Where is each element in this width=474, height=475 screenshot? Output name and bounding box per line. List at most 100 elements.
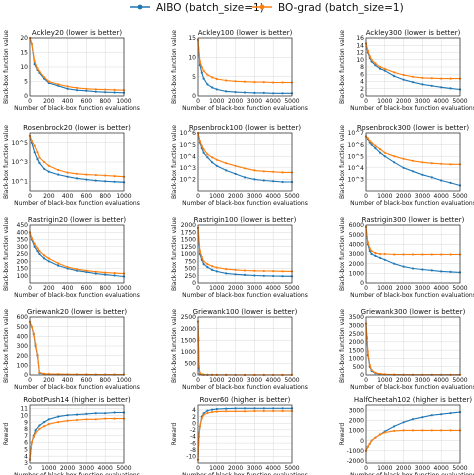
data-point [272, 170, 275, 173]
data-point [113, 175, 116, 178]
x-tick-label: 4000 [434, 98, 449, 105]
x-tick-label: 3000 [415, 98, 430, 105]
data-point [36, 67, 39, 70]
y-tick-label: 300 [17, 343, 29, 350]
data-point [66, 175, 69, 178]
y-tick-label: -2 [190, 427, 196, 434]
y-tick-label: 5000 [349, 232, 364, 239]
data-point [281, 81, 284, 84]
data-point [30, 42, 33, 45]
data-point [47, 80, 50, 83]
data-point [253, 274, 256, 277]
y-tick-label: 8 [360, 64, 364, 71]
data-point [211, 410, 214, 414]
data-point [253, 91, 256, 94]
data-point [440, 86, 443, 89]
axes-frame [197, 224, 293, 284]
data-point [211, 268, 214, 271]
x-tick-label: 3000 [247, 465, 262, 472]
y-tick-label: 10 [20, 64, 28, 71]
data-point [66, 85, 69, 88]
series-line-bograd [365, 43, 460, 80]
data-point [113, 274, 116, 277]
y-tick-label: 2000 [349, 417, 364, 424]
data-point [113, 88, 116, 91]
data-point [104, 88, 107, 91]
x-axis-label: Number of black-box function evaluations [14, 292, 140, 299]
data-point [379, 256, 382, 259]
x-tick-label: 400 [62, 98, 74, 105]
x-tick-label: 4000 [266, 193, 281, 200]
y-tick-label: 14 [356, 42, 364, 49]
data-point [75, 418, 79, 422]
data-point [440, 413, 443, 416]
data-point [421, 173, 424, 176]
x-axis-label: Number of black-box function evaluations [350, 472, 474, 475]
x-tick-label: 1000 [116, 98, 131, 105]
data-point [30, 139, 33, 143]
y-axis-label: Black-box function value [339, 309, 346, 383]
data-point [449, 253, 452, 256]
data-point [421, 429, 424, 432]
data-point [113, 91, 116, 94]
data-point [33, 60, 36, 63]
x-tick-label: 5000 [284, 465, 299, 472]
data-point [370, 141, 373, 144]
data-point [32, 436, 35, 439]
data-point [421, 76, 424, 79]
data-point [38, 161, 41, 164]
x-tick-label: 5000 [284, 377, 299, 384]
data-point [253, 81, 256, 84]
x-tick-label: 0 [364, 377, 368, 384]
data-point [104, 273, 107, 276]
y-tick-label: 1500 [349, 347, 364, 354]
data-point [215, 407, 218, 411]
y-tick-label: -10 [186, 454, 196, 461]
y-tick-label: 5 [192, 74, 196, 81]
data-point [66, 171, 69, 174]
data-point [38, 427, 41, 430]
data-point [243, 91, 247, 94]
data-point [421, 416, 424, 419]
y-tick-label: 0 [192, 93, 196, 100]
y-tick-label: 400 [17, 334, 29, 341]
subplot-title: Rosenbrock300 (lower is better) [357, 124, 469, 132]
x-tick-label: 800 [99, 193, 111, 200]
x-tick-label: 400 [62, 193, 74, 200]
data-point [440, 253, 443, 256]
x-tick-label: 5000 [116, 465, 131, 472]
data-point [33, 144, 36, 147]
y-tick-label: 5 [24, 79, 28, 86]
x-tick-label: 1000 [209, 193, 224, 200]
x-axis-label: Number of black-box function evaluations [182, 384, 308, 391]
subplot-14: Rover60 (higher is better)-10-8-6-4-2024… [171, 396, 308, 475]
axes-frame [29, 404, 125, 464]
data-point [198, 60, 201, 63]
y-tick-label: 0 [360, 438, 364, 445]
data-point [272, 407, 275, 410]
data-point [200, 144, 203, 147]
x-axis-label: Number of black-box function evaluations [182, 200, 308, 207]
data-point [66, 266, 69, 269]
y-tick-label: 1250 [181, 244, 196, 251]
data-point [47, 418, 50, 421]
data-point [85, 178, 88, 181]
y-tick-label: 150 [17, 266, 29, 273]
y-axis-label: Black-box function value [171, 125, 178, 199]
subplot-12: Griewank300 (lower is better)05001000150… [339, 308, 474, 391]
data-point [430, 414, 433, 417]
legend-marker-bograd [259, 4, 265, 10]
y-tick-label: 400 [17, 229, 29, 236]
data-point [234, 91, 237, 94]
x-axis-label: Number of black-box function evaluations [350, 200, 474, 207]
subplot-13: RobotPush14 (higher is better)3456789101… [3, 396, 140, 475]
series-line-aibo [197, 39, 292, 94]
data-point [393, 262, 396, 265]
x-tick-label: 5000 [452, 285, 467, 292]
y-tick-label: -4 [190, 434, 196, 441]
data-point [421, 83, 424, 86]
series-line-bograd [197, 321, 292, 376]
data-point [366, 445, 369, 448]
y-tick-label: 0 [360, 372, 364, 379]
data-point [225, 272, 228, 275]
